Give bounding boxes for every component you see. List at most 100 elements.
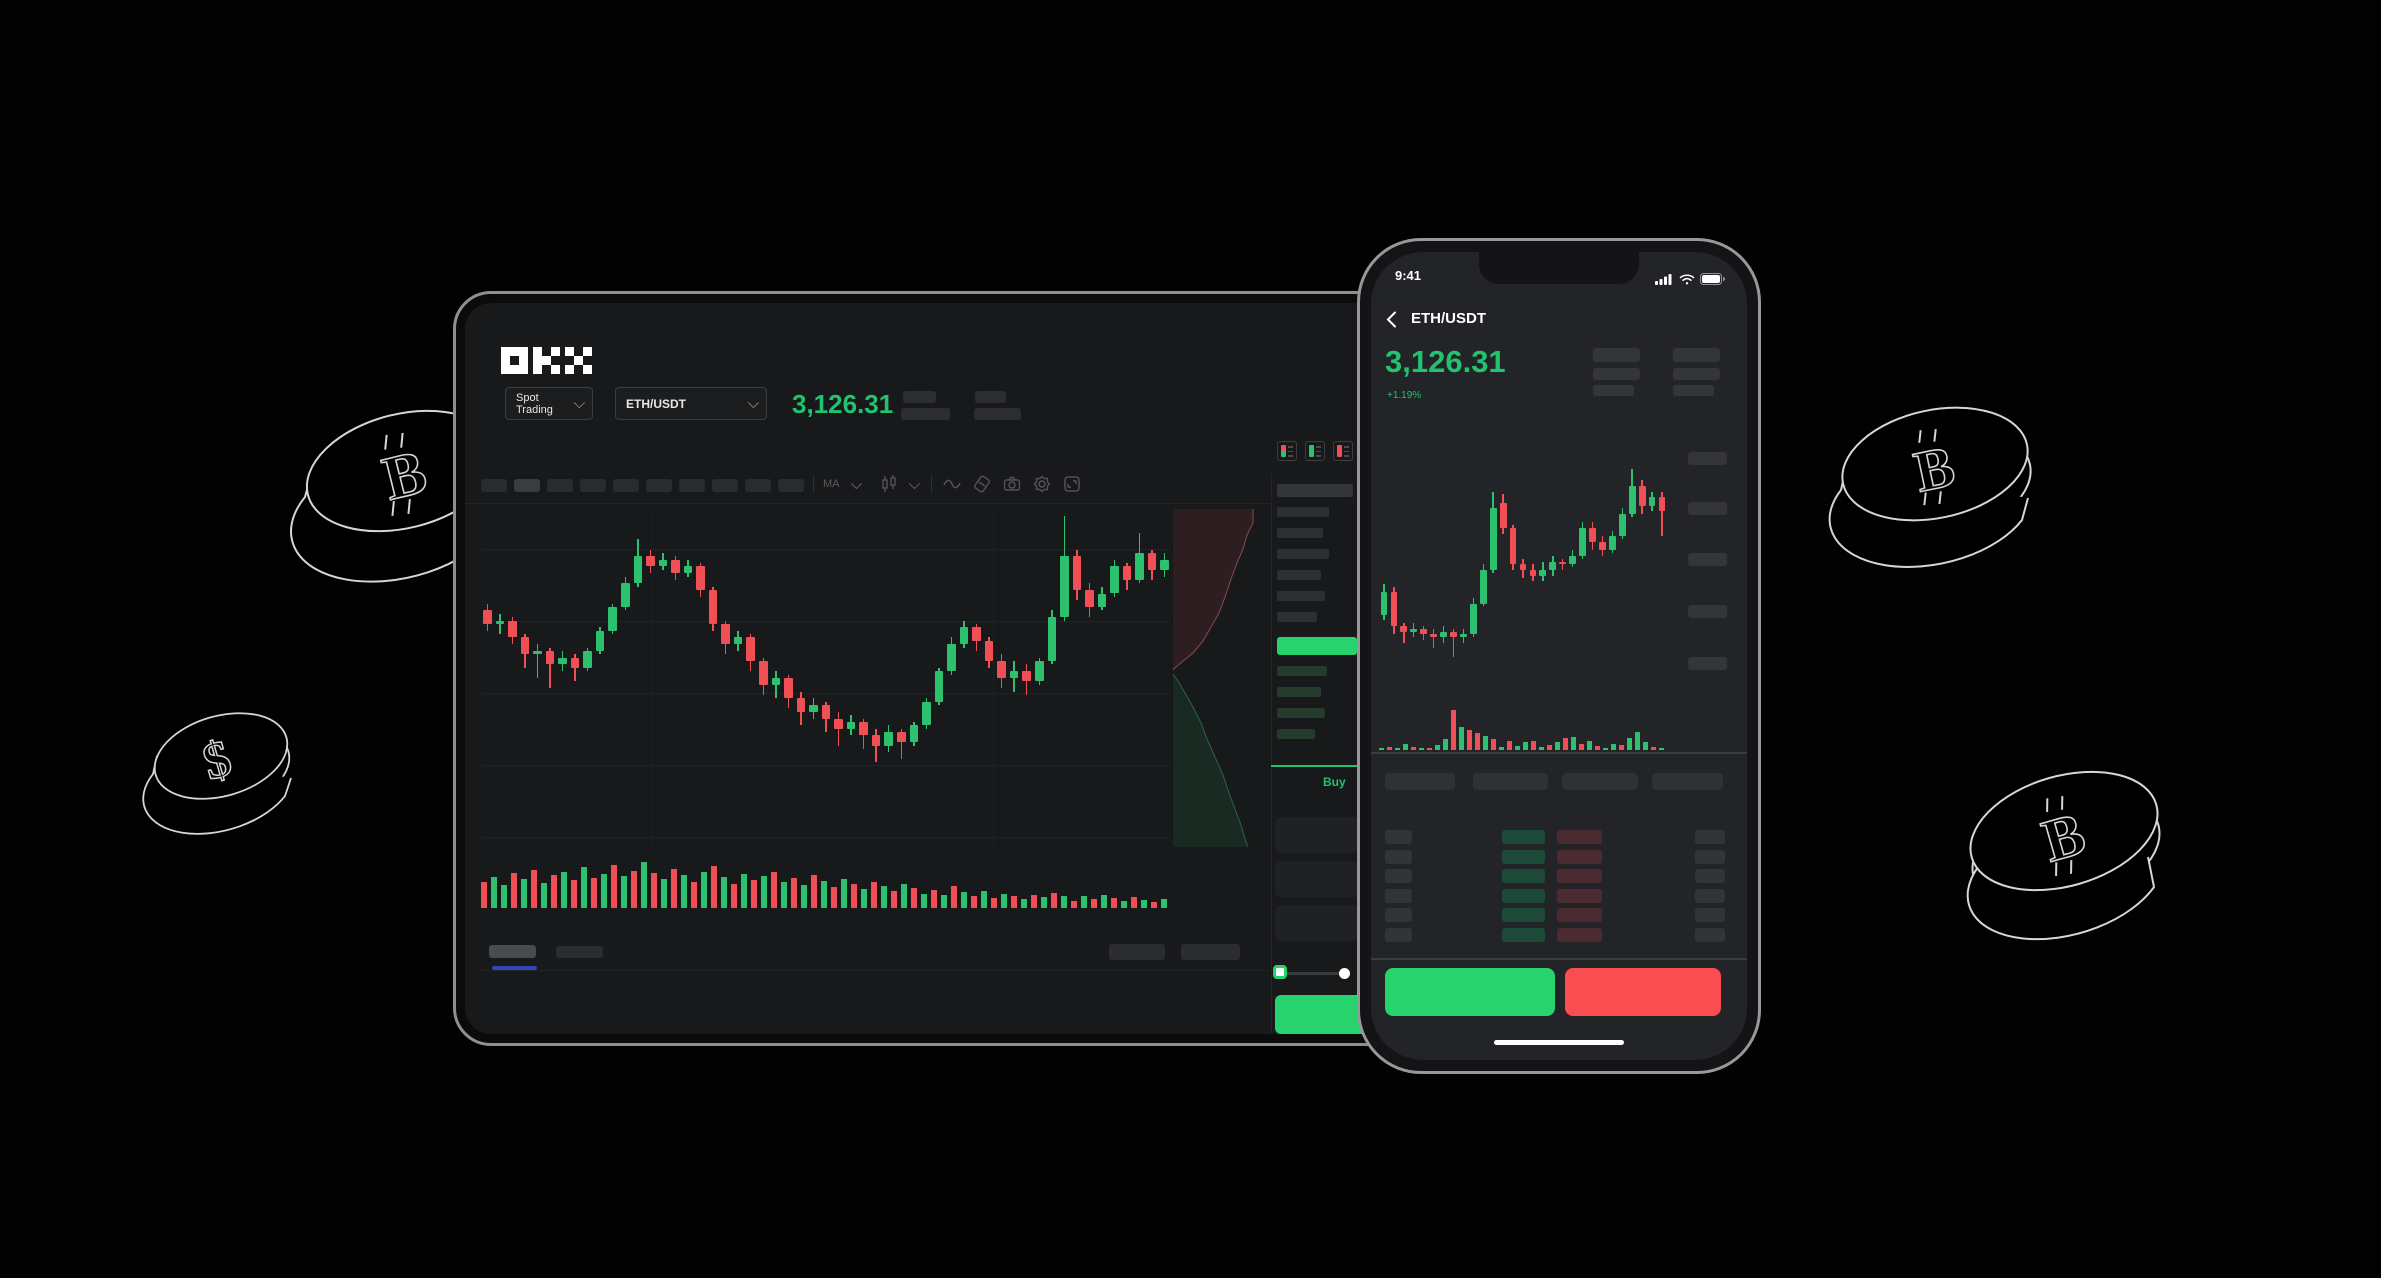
tablet-price-chart[interactable]	[481, 509, 1171, 847]
candle	[1133, 509, 1146, 847]
timeframe-pill[interactable]	[580, 479, 606, 492]
volume-bar	[1651, 746, 1656, 750]
bottom-tab[interactable]	[556, 946, 603, 958]
orderbook-view-toggles	[1277, 441, 1353, 461]
okx-logo[interactable]	[501, 347, 592, 374]
book-split-icon[interactable]	[1277, 441, 1297, 461]
wave-icon[interactable]	[943, 475, 961, 493]
price-placeholder	[1385, 830, 1412, 844]
bid-depth-cell	[1502, 908, 1545, 922]
price-placeholder	[1385, 869, 1412, 883]
candle	[870, 509, 883, 847]
timeframe-pill[interactable]	[745, 479, 771, 492]
volume-bar	[591, 878, 598, 908]
candle	[1548, 430, 1558, 710]
stat-placeholder	[901, 408, 950, 420]
buy-button[interactable]	[1385, 968, 1555, 1016]
candle	[707, 509, 720, 847]
ask-depth-cell	[1557, 869, 1602, 883]
candle	[1468, 430, 1478, 710]
candle	[1657, 430, 1667, 710]
order-form-field[interactable]	[1275, 817, 1361, 853]
price-placeholder	[1695, 888, 1725, 903]
candle	[795, 509, 808, 847]
timeframe-pill[interactable]	[514, 479, 540, 492]
order-form-field[interactable]	[1275, 905, 1361, 941]
divider	[1371, 752, 1747, 754]
price-axis-placeholder	[1688, 605, 1727, 618]
wifi-icon	[1679, 272, 1695, 290]
dollar-coin-icon: $	[142, 698, 300, 835]
volume-bar	[981, 891, 988, 908]
book-asks-icon[interactable]	[1333, 441, 1353, 461]
volume-bar	[1595, 746, 1600, 750]
expand-icon[interactable]	[1063, 475, 1081, 493]
volume-bar	[1141, 900, 1148, 908]
phone-tab-pill[interactable]	[1652, 773, 1723, 790]
home-indicator[interactable]	[1494, 1040, 1624, 1045]
timeframe-pill[interactable]	[778, 479, 804, 492]
phone-last-price: 3,126.31	[1385, 344, 1506, 379]
phone-tab-pill[interactable]	[1562, 773, 1638, 790]
candle	[1399, 430, 1409, 710]
orderbook-row	[1277, 729, 1315, 739]
candle	[1597, 430, 1607, 710]
candle	[694, 509, 707, 847]
candle	[1108, 509, 1121, 847]
volume-bar	[1539, 746, 1544, 750]
ma-indicator-button[interactable]: MA	[823, 478, 840, 490]
volume-bar	[931, 889, 938, 908]
candle	[1033, 509, 1046, 847]
timeframe-pill[interactable]	[712, 479, 738, 492]
gear-icon[interactable]	[1033, 475, 1051, 493]
volume-bar	[801, 884, 808, 908]
market-type-select[interactable]: Spot Trading	[505, 387, 593, 420]
amount-slider-track[interactable]	[1277, 972, 1345, 975]
phone-tab-pill[interactable]	[1385, 773, 1455, 790]
phone-price-chart[interactable]	[1379, 430, 1667, 710]
phone-tab-pill[interactable]	[1473, 773, 1548, 790]
amount-slider-dot[interactable]	[1339, 968, 1350, 979]
pair-select[interactable]: ETH/USDT	[615, 387, 767, 420]
divider	[1371, 958, 1747, 960]
chart-range-pill[interactable]	[1109, 944, 1165, 960]
candle	[782, 509, 795, 847]
candle	[807, 509, 820, 847]
candle	[719, 509, 732, 847]
candles-icon[interactable]	[881, 475, 899, 493]
orderbook-row	[1277, 570, 1321, 580]
candle	[657, 509, 670, 847]
price-axis-placeholder	[1688, 657, 1727, 670]
candle	[569, 509, 582, 847]
chevron-down-icon[interactable]	[908, 477, 921, 490]
volume-bar	[1435, 745, 1440, 750]
timeframe-pill[interactable]	[646, 479, 672, 492]
amount-slider-handle[interactable]	[1273, 965, 1287, 979]
bottom-tab-active[interactable]	[489, 945, 536, 958]
volume-bar	[491, 876, 498, 908]
buy-tab[interactable]: Buy	[1323, 775, 1346, 789]
timeframe-pill[interactable]	[679, 479, 705, 492]
sell-button[interactable]	[1565, 968, 1721, 1016]
timeframe-pill[interactable]	[613, 479, 639, 492]
chart-range-pill[interactable]	[1181, 944, 1240, 960]
tag-icon[interactable]	[973, 475, 991, 493]
volume-bar	[731, 884, 738, 908]
book-bids-icon[interactable]	[1305, 441, 1325, 461]
candle	[1617, 430, 1627, 710]
back-button[interactable]	[1386, 311, 1397, 333]
volume-bar	[941, 894, 948, 908]
volume-bar	[990, 898, 998, 908]
candle	[1449, 430, 1459, 710]
timeframe-pill[interactable]	[547, 479, 573, 492]
volume-bar	[1403, 744, 1408, 750]
timeframe-pill[interactable]	[481, 479, 507, 492]
stat-placeholder	[903, 391, 936, 403]
volume-bar	[1110, 898, 1118, 908]
volume-bar	[1060, 895, 1068, 908]
chevron-down-icon[interactable]	[850, 477, 863, 490]
camera-icon[interactable]	[1003, 475, 1021, 493]
volume-bar	[621, 876, 628, 908]
order-form-field[interactable]	[1275, 861, 1361, 897]
